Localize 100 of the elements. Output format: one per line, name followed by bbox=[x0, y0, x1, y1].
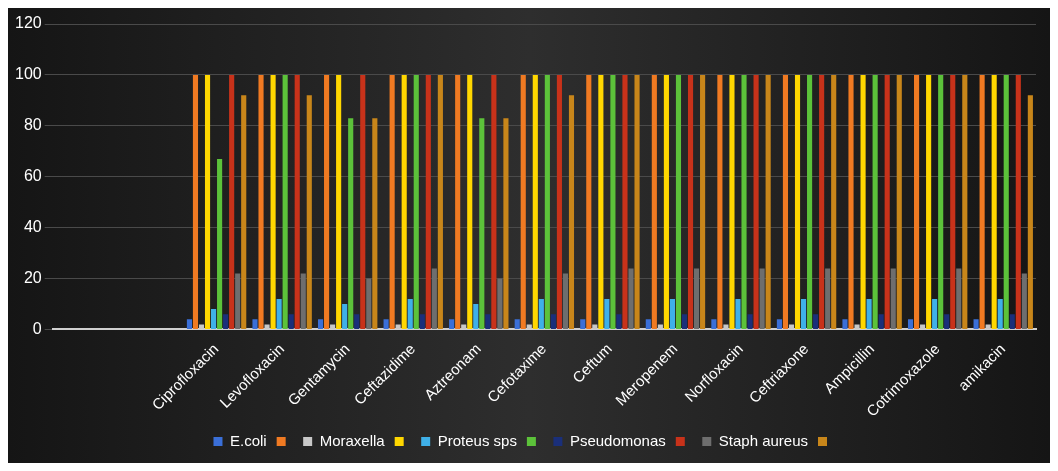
bar bbox=[556, 74, 562, 329]
bar bbox=[342, 304, 348, 329]
bar bbox=[211, 309, 217, 329]
bar bbox=[610, 74, 616, 329]
legend-label: Proteus sps bbox=[437, 431, 517, 449]
bar bbox=[747, 314, 753, 329]
bar bbox=[794, 74, 801, 329]
bar bbox=[235, 273, 241, 329]
bar bbox=[991, 74, 997, 329]
y-tick-label: 20 bbox=[23, 268, 42, 286]
bar bbox=[717, 74, 723, 329]
bar bbox=[1015, 74, 1021, 329]
bar bbox=[926, 74, 932, 329]
bar bbox=[186, 319, 192, 329]
bar bbox=[204, 74, 211, 329]
y-tick-label: 0 bbox=[32, 319, 42, 337]
bar bbox=[831, 74, 837, 329]
bar bbox=[741, 74, 747, 329]
bar bbox=[532, 74, 538, 329]
bar bbox=[807, 74, 813, 329]
bar bbox=[223, 314, 229, 329]
bar bbox=[449, 319, 455, 329]
bar bbox=[372, 118, 378, 329]
bar bbox=[848, 74, 854, 329]
legend-label: Moraxella bbox=[319, 431, 386, 449]
bar bbox=[651, 74, 657, 329]
bar bbox=[907, 319, 914, 329]
bar bbox=[759, 268, 765, 329]
legend-label: Pseudomonas bbox=[569, 431, 666, 449]
bar bbox=[914, 74, 920, 329]
bar bbox=[884, 74, 890, 329]
bar bbox=[860, 74, 866, 329]
bar bbox=[1027, 95, 1033, 329]
bar bbox=[663, 74, 669, 329]
y-tick-label: 40 bbox=[23, 218, 42, 236]
bar bbox=[217, 158, 223, 329]
bar bbox=[962, 74, 968, 329]
bar bbox=[467, 74, 473, 329]
bar bbox=[413, 74, 419, 329]
bar bbox=[306, 95, 312, 329]
bar bbox=[568, 95, 575, 329]
bar bbox=[497, 278, 503, 329]
bar bbox=[514, 319, 520, 329]
bar bbox=[270, 74, 276, 329]
bar bbox=[258, 74, 264, 329]
bar bbox=[241, 95, 247, 329]
bar bbox=[634, 74, 640, 329]
bar bbox=[366, 278, 372, 329]
bar bbox=[252, 319, 258, 329]
bar bbox=[407, 298, 413, 329]
bar bbox=[401, 74, 407, 329]
bar bbox=[348, 118, 354, 329]
bar bbox=[622, 74, 628, 329]
bar bbox=[437, 74, 443, 329]
bar bbox=[700, 74, 706, 329]
bar bbox=[979, 74, 985, 329]
bar bbox=[276, 298, 282, 329]
bar bbox=[938, 74, 944, 329]
bar bbox=[485, 314, 491, 329]
legend-label: E.coli bbox=[229, 431, 267, 449]
bar bbox=[800, 298, 807, 329]
bar bbox=[282, 74, 288, 329]
bar bbox=[753, 74, 759, 329]
bar bbox=[294, 74, 300, 329]
bar bbox=[586, 74, 592, 329]
bar bbox=[932, 298, 938, 329]
bar bbox=[675, 74, 682, 329]
bar bbox=[681, 314, 688, 329]
bar bbox=[1003, 74, 1009, 329]
y-tick-label: 60 bbox=[23, 167, 42, 185]
bar bbox=[973, 319, 979, 329]
bar bbox=[1021, 273, 1027, 329]
bar bbox=[317, 319, 324, 329]
bar bbox=[604, 298, 610, 329]
bar bbox=[950, 74, 956, 329]
bar bbox=[997, 298, 1003, 329]
bar bbox=[896, 74, 902, 329]
bar bbox=[825, 268, 831, 329]
y-tick-label: 120 bbox=[14, 14, 42, 32]
bar bbox=[694, 268, 700, 329]
bar bbox=[520, 74, 526, 329]
bar bbox=[455, 74, 461, 329]
bar bbox=[425, 74, 431, 329]
bar bbox=[383, 319, 389, 329]
bar bbox=[645, 319, 651, 329]
bar bbox=[538, 298, 544, 329]
bar bbox=[735, 298, 741, 329]
bar bbox=[288, 314, 294, 329]
bar bbox=[628, 268, 634, 329]
bar bbox=[562, 273, 569, 329]
bar bbox=[872, 74, 878, 329]
bar bbox=[866, 298, 872, 329]
bar bbox=[729, 74, 735, 329]
bar bbox=[389, 74, 395, 329]
bar bbox=[765, 74, 771, 329]
bar bbox=[491, 74, 497, 329]
bar bbox=[336, 74, 342, 329]
bar bbox=[842, 319, 848, 329]
bar bbox=[776, 319, 782, 329]
bar bbox=[431, 268, 437, 329]
